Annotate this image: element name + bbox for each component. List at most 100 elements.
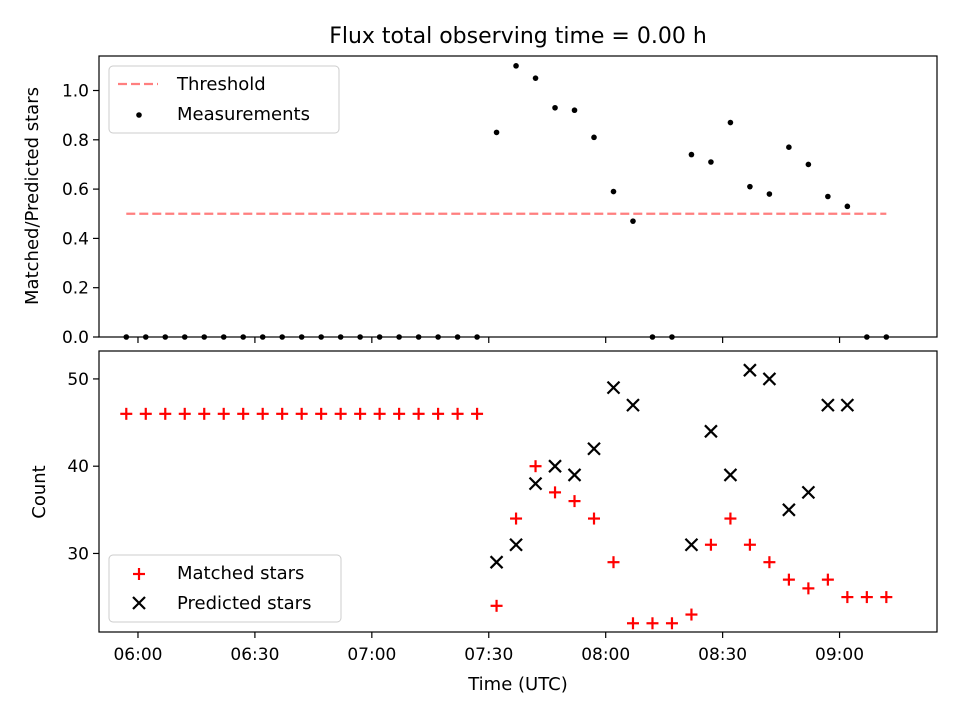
count-xtick-label: 06:00 bbox=[113, 645, 162, 665]
ratio-ytick-label: 1.0 bbox=[62, 82, 89, 102]
ratio-legend: Threshold Measurements bbox=[108, 65, 340, 134]
count-xtick-label: 07:00 bbox=[347, 645, 396, 665]
matched-point bbox=[880, 591, 893, 604]
count-ylabel: Count bbox=[29, 465, 50, 518]
count-ytick-label: 40 bbox=[67, 457, 89, 477]
matched-point bbox=[510, 512, 523, 525]
count-ytick-label: 50 bbox=[67, 370, 89, 390]
matched-point bbox=[626, 617, 639, 630]
count-xlabel: Time (UTC) bbox=[467, 674, 568, 695]
matched-point bbox=[841, 591, 854, 604]
measurement-point bbox=[805, 161, 812, 168]
matched-point bbox=[743, 538, 756, 551]
measurement-point bbox=[708, 159, 714, 165]
predicted-point bbox=[723, 468, 738, 482]
measurement-point bbox=[513, 63, 519, 69]
measurement-points bbox=[123, 63, 890, 340]
matched-point bbox=[704, 538, 717, 551]
ratio-ytick-label: 0.8 bbox=[62, 131, 89, 151]
count-legend: Matched stars Predicted stars bbox=[108, 554, 342, 623]
measurement-point bbox=[552, 104, 558, 111]
count-xtick-label: 08:30 bbox=[698, 645, 747, 665]
measurement-point bbox=[727, 119, 734, 126]
matched-point bbox=[120, 407, 133, 420]
count-plot-frame bbox=[98, 350, 938, 633]
matched-point bbox=[412, 407, 425, 420]
legend-threshold-label: Threshold bbox=[176, 74, 266, 95]
count-xtick-label: 07:30 bbox=[464, 645, 513, 665]
matched-point bbox=[295, 407, 308, 420]
measurement-point bbox=[766, 191, 773, 197]
matched-point bbox=[354, 407, 367, 420]
ratio-ytick-label: 0.4 bbox=[62, 229, 89, 249]
matched-point bbox=[821, 573, 834, 586]
predicted-point bbox=[528, 476, 543, 491]
matched-point bbox=[724, 512, 737, 525]
predicted-point bbox=[684, 537, 699, 552]
matched-point bbox=[373, 407, 386, 420]
matched-point bbox=[139, 407, 152, 420]
matched-point bbox=[451, 407, 464, 420]
predicted-point bbox=[762, 372, 777, 386]
measurement-point bbox=[688, 151, 695, 158]
matched-point bbox=[782, 573, 795, 586]
matched-point bbox=[198, 407, 211, 420]
matched-point bbox=[334, 407, 347, 420]
matched-point bbox=[549, 486, 562, 499]
matched-point bbox=[315, 407, 328, 420]
measurement-point bbox=[532, 75, 539, 81]
ratio-panel: Matched/Predicted stars 0.0 0.2 0.4 0.6 0.8 1… bbox=[22, 55, 938, 348]
count-legend-box bbox=[108, 554, 342, 623]
matched-point bbox=[763, 556, 776, 569]
matched-point bbox=[276, 407, 289, 420]
matched-point bbox=[568, 495, 581, 508]
legend-matched-label: Matched stars bbox=[177, 563, 304, 584]
measurement-point bbox=[825, 193, 831, 200]
predicted-point bbox=[548, 459, 562, 473]
chart-title: Flux total observing time = 0.00 h bbox=[329, 24, 707, 49]
matched-point bbox=[802, 582, 815, 595]
matched-point bbox=[588, 512, 601, 525]
predicted-point bbox=[567, 468, 582, 482]
legend-measurements-swatch bbox=[136, 112, 142, 118]
predicted-point bbox=[782, 503, 796, 517]
predicted-point bbox=[626, 398, 640, 412]
measurement-point bbox=[786, 144, 792, 151]
measurement-point bbox=[571, 107, 578, 114]
matched-point bbox=[665, 617, 678, 630]
matched-point bbox=[178, 407, 191, 420]
count-y-axis: 30 40 50 bbox=[67, 370, 99, 564]
matched-point bbox=[432, 407, 445, 420]
ratio-plot-frame bbox=[98, 55, 938, 338]
ratio-ytick-label: 0.0 bbox=[62, 328, 89, 348]
legend-measurements-label: Measurements bbox=[177, 104, 310, 125]
matched-point bbox=[490, 599, 503, 612]
count-ytick-label: 30 bbox=[67, 544, 89, 564]
count-panel: Count 30 40 50 06:00 06:30 07:00 07:30 08:00 08… bbox=[29, 350, 938, 695]
predicted-point bbox=[801, 485, 816, 500]
measurement-point bbox=[844, 203, 851, 210]
matched-point bbox=[217, 407, 230, 420]
count-xtick-label: 08:00 bbox=[581, 645, 630, 665]
measurement-point bbox=[493, 129, 500, 136]
count-xtick-label: 06:30 bbox=[230, 645, 279, 665]
count-xtick-label: 09:00 bbox=[815, 645, 864, 665]
matched-point bbox=[685, 608, 698, 621]
predicted-point bbox=[587, 441, 601, 456]
matched-point bbox=[159, 407, 172, 420]
predicted-point bbox=[840, 398, 855, 412]
matched-point bbox=[256, 407, 269, 420]
predicted-point bbox=[821, 398, 835, 412]
matched-point bbox=[471, 407, 484, 420]
legend-predicted-swatch bbox=[132, 596, 146, 610]
predicted-point bbox=[743, 363, 757, 377]
ratio-x-ticks bbox=[137, 337, 841, 343]
ratio-ylabel: Matched/Predicted stars bbox=[22, 87, 43, 305]
predicted-point bbox=[606, 380, 621, 395]
count-points bbox=[120, 363, 893, 630]
matched-point bbox=[529, 460, 542, 473]
predicted-point bbox=[704, 424, 718, 439]
measurement-point bbox=[591, 134, 597, 141]
predicted-point bbox=[489, 555, 504, 569]
